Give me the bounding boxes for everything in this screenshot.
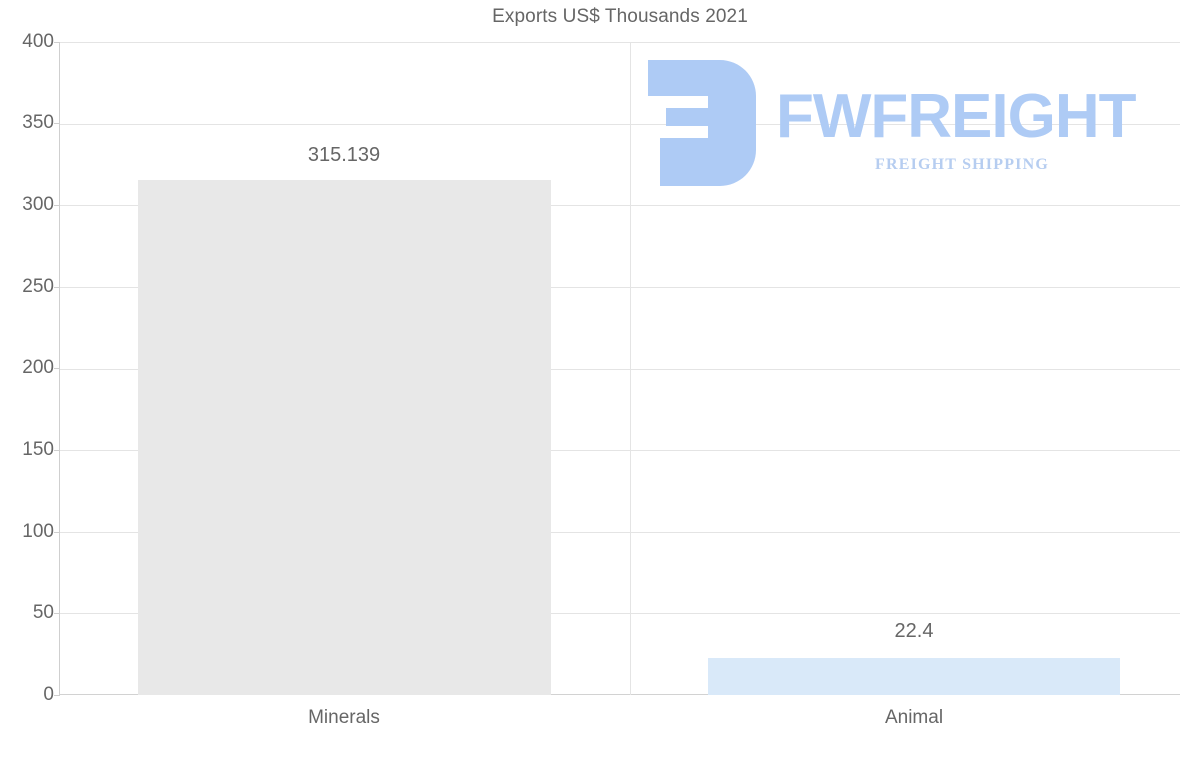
y-tick-label-400: 400 xyxy=(22,31,54,52)
y-tick-mark-200 xyxy=(54,368,60,369)
y-tick-label-50: 50 xyxy=(32,602,54,623)
gridline-baseline-0 xyxy=(60,694,1180,695)
x-category-label-minerals: Minerals xyxy=(308,707,380,728)
y-axis-line xyxy=(59,42,60,696)
y-tick-mark-0 xyxy=(54,695,60,696)
y-axis-tick-labels: 400 350 300 250 200 150 100 50 0 xyxy=(0,0,54,763)
bar-animal[interactable] xyxy=(708,658,1120,695)
y-tick-label-200: 200 xyxy=(22,357,54,378)
y-tick-mark-50 xyxy=(54,613,60,614)
gridline-100 xyxy=(60,532,1180,533)
y-tick-label-300: 300 xyxy=(22,194,54,215)
y-tick-mark-300 xyxy=(54,205,60,206)
y-tick-label-100: 100 xyxy=(22,521,54,542)
y-tick-mark-250 xyxy=(54,287,60,288)
gridline-150 xyxy=(60,450,1180,451)
y-tick-label-0: 0 xyxy=(43,684,54,705)
bar-value-label-minerals: 315.139 xyxy=(307,144,381,166)
y-tick-mark-100 xyxy=(54,532,60,533)
gridline-300 xyxy=(60,205,1180,206)
gridline-400 xyxy=(60,42,1180,43)
y-tick-mark-150 xyxy=(54,450,60,451)
y-tick-label-150: 150 xyxy=(22,439,54,460)
bar-minerals[interactable] xyxy=(138,180,551,695)
gridline-50 xyxy=(60,613,1180,614)
plot-area xyxy=(60,42,1180,695)
y-tick-label-250: 250 xyxy=(22,276,54,297)
bar-value-label-animal: 22.4 xyxy=(894,620,934,642)
chart-title: Exports US$ Thousands 2021 xyxy=(492,6,748,27)
x-category-label-animal: Animal xyxy=(884,707,944,728)
y-tick-mark-350 xyxy=(54,123,60,124)
gridline-250 xyxy=(60,287,1180,288)
gridline-200 xyxy=(60,369,1180,370)
category-divider xyxy=(630,42,631,695)
gridline-350 xyxy=(60,124,1180,125)
y-tick-mark-400 xyxy=(54,42,60,43)
y-tick-label-350: 350 xyxy=(22,112,54,133)
